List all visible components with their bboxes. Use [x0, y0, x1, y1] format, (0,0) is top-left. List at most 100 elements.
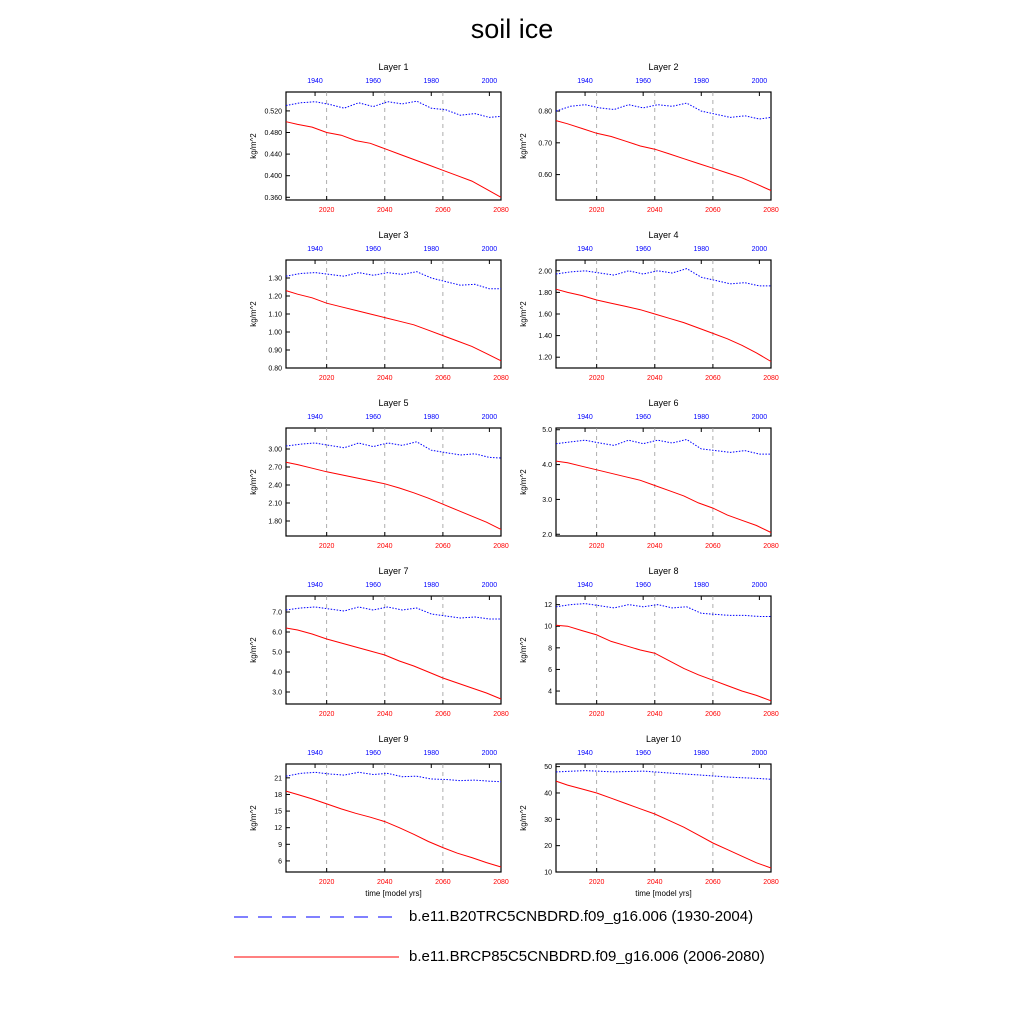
future-series-line-layer-5: [285, 461, 502, 530]
x-bottom-tick-label-layer-5: 2020: [319, 543, 335, 550]
x-bottom-tick-label-layer-7: 2040: [377, 711, 393, 718]
x-top-tick-label-layer-10: 2000: [752, 750, 768, 757]
y-tick-label-layer-5: 2.70: [268, 465, 282, 472]
x-top-tick-label-layer-2: 1940: [577, 78, 593, 85]
x-bottom-tick-label-layer-4: 2060: [705, 375, 721, 382]
x-top-tick-label-layer-1: 1940: [307, 78, 323, 85]
y-tick-label-layer-8: 12: [544, 602, 552, 609]
x-top-tick-label-layer-3: 1960: [365, 246, 381, 253]
subplot-title-layer-3: Layer 3: [378, 230, 408, 240]
y-tick-label-layer-8: 10: [544, 624, 552, 631]
y-tick-label-layer-9: 15: [274, 809, 282, 816]
x-axis-label-layer-9: time [model yrs]: [365, 889, 421, 898]
x-top-tick-label-layer-2: 1960: [635, 78, 651, 85]
y-tick-label-layer-9: 21: [274, 775, 282, 782]
y-tick-label-layer-4: 1.60: [538, 312, 552, 319]
plot-frame-layer-7: [285, 595, 502, 705]
y-tick-label-layer-3: 1.30: [268, 276, 282, 283]
y-axis-label-layer-8: kg/m^2: [519, 637, 528, 663]
historical-series-line-layer-9: [285, 771, 502, 783]
legend-label-historical: b.e11.B20TRC5CNBDRD.f09_g16.006 (1930-20…: [409, 908, 754, 925]
y-tick-label-layer-4: 1.40: [538, 333, 552, 340]
x-bottom-tick-label-layer-7: 2060: [435, 711, 451, 718]
x-bottom-tick-label-layer-10: 2020: [589, 879, 605, 886]
y-tick-label-layer-1: 0.520: [264, 108, 282, 115]
x-bottom-tick-label-layer-9: 2060: [435, 879, 451, 886]
y-tick-label-layer-7: 7.0: [272, 610, 282, 617]
legend-swatch-solid: [234, 956, 399, 957]
subplot-title-layer-8: Layer 8: [648, 566, 678, 576]
x-top-tick-label-layer-4: 1940: [577, 246, 593, 253]
x-top-tick-label-layer-9: 1980: [423, 750, 439, 757]
x-bottom-tick-label-layer-3: 2020: [319, 375, 335, 382]
historical-series-line-layer-4: [555, 268, 771, 287]
x-bottom-tick-label-layer-5: 2080: [493, 543, 509, 550]
x-top-tick-label-layer-2: 1980: [693, 78, 709, 85]
plot-frame-layer-2: [555, 91, 772, 201]
y-tick-label-layer-3: 0.80: [268, 366, 282, 373]
x-bottom-tick-label-layer-7: 2080: [493, 711, 509, 718]
x-bottom-tick-label-layer-3: 2080: [493, 375, 509, 382]
x-bottom-tick-label-layer-1: 2040: [377, 207, 393, 214]
x-top-tick-label-layer-5: 2000: [482, 414, 498, 421]
x-bottom-tick-label-layer-10: 2040: [647, 879, 663, 886]
plot-frame-layer-5: [285, 427, 502, 537]
x-bottom-tick-label-layer-9: 2040: [377, 879, 393, 886]
y-tick-label-layer-2: 0.60: [538, 172, 552, 179]
x-top-tick-label-layer-10: 1960: [635, 750, 651, 757]
y-tick-label-layer-2: 0.80: [538, 109, 552, 116]
x-bottom-tick-label-layer-9: 2080: [493, 879, 509, 886]
legend-entry-future: b.e11.BRCP85C5CNBDRD.f09_g16.006 (2006-2…: [234, 948, 765, 965]
x-top-tick-label-layer-9: 2000: [482, 750, 498, 757]
y-tick-label-layer-3: 1.00: [268, 330, 282, 337]
plot-frame-layer-9: [285, 763, 502, 873]
subplot-title-layer-5: Layer 5: [378, 398, 408, 408]
x-top-tick-label-layer-1: 1980: [423, 78, 439, 85]
y-tick-label-layer-8: 4: [548, 689, 552, 696]
y-tick-label-layer-10: 50: [544, 764, 552, 771]
y-tick-label-layer-1: 0.360: [264, 195, 282, 202]
x-bottom-tick-label-layer-6: 2060: [705, 543, 721, 550]
future-series-line-layer-2: [555, 120, 772, 191]
y-tick-label-layer-4: 2.00: [538, 268, 552, 275]
y-tick-label-layer-7: 3.0: [272, 690, 282, 697]
x-top-tick-label-layer-2: 2000: [752, 78, 768, 85]
x-top-tick-label-layer-4: 2000: [752, 246, 768, 253]
x-bottom-tick-label-layer-7: 2020: [319, 711, 335, 718]
y-tick-label-layer-10: 40: [544, 790, 552, 797]
x-top-tick-label-layer-10: 1980: [693, 750, 709, 757]
y-tick-label-layer-6: 3.0: [542, 497, 552, 504]
y-tick-label-layer-3: 1.10: [268, 312, 282, 319]
historical-series-line-layer-5: [285, 441, 502, 459]
historical-series-line-layer-10: [555, 770, 772, 780]
x-top-tick-label-layer-10: 1940: [577, 750, 593, 757]
x-bottom-tick-label-layer-3: 2060: [435, 375, 451, 382]
x-bottom-tick-label-layer-6: 2040: [647, 543, 663, 550]
future-series-line-layer-9: [285, 790, 502, 868]
x-top-tick-label-layer-3: 1980: [423, 246, 439, 253]
x-top-tick-label-layer-4: 1960: [635, 246, 651, 253]
y-tick-label-layer-7: 5.0: [272, 650, 282, 657]
future-series-line-layer-7: [285, 627, 502, 700]
y-tick-label-layer-2: 0.70: [538, 140, 552, 147]
x-top-tick-label-layer-8: 2000: [752, 582, 768, 589]
y-tick-label-layer-10: 10: [544, 870, 552, 877]
future-series-line-layer-4: [555, 288, 772, 362]
subplot-title-layer-1: Layer 1: [378, 62, 408, 72]
y-tick-label-layer-6: 2.0: [542, 532, 552, 539]
x-top-tick-label-layer-3: 2000: [482, 246, 498, 253]
y-tick-label-layer-5: 2.10: [268, 501, 282, 508]
historical-series-line-layer-8: [555, 603, 771, 617]
x-top-tick-label-layer-4: 1980: [693, 246, 709, 253]
plot-frame-layer-3: [285, 259, 502, 369]
plot-frame-layer-10: [555, 763, 772, 873]
y-tick-label-layer-5: 2.40: [268, 483, 282, 490]
y-tick-label-layer-9: 9: [278, 842, 282, 849]
x-top-tick-label-layer-6: 2000: [752, 414, 768, 421]
x-bottom-tick-label-layer-6: 2020: [589, 543, 605, 550]
y-tick-label-layer-3: 1.20: [268, 294, 282, 301]
x-bottom-tick-label-layer-9: 2020: [319, 879, 335, 886]
y-tick-label-layer-5: 1.80: [268, 519, 282, 526]
x-bottom-tick-label-layer-4: 2080: [763, 375, 779, 382]
x-bottom-tick-label-layer-2: 2060: [705, 207, 721, 214]
